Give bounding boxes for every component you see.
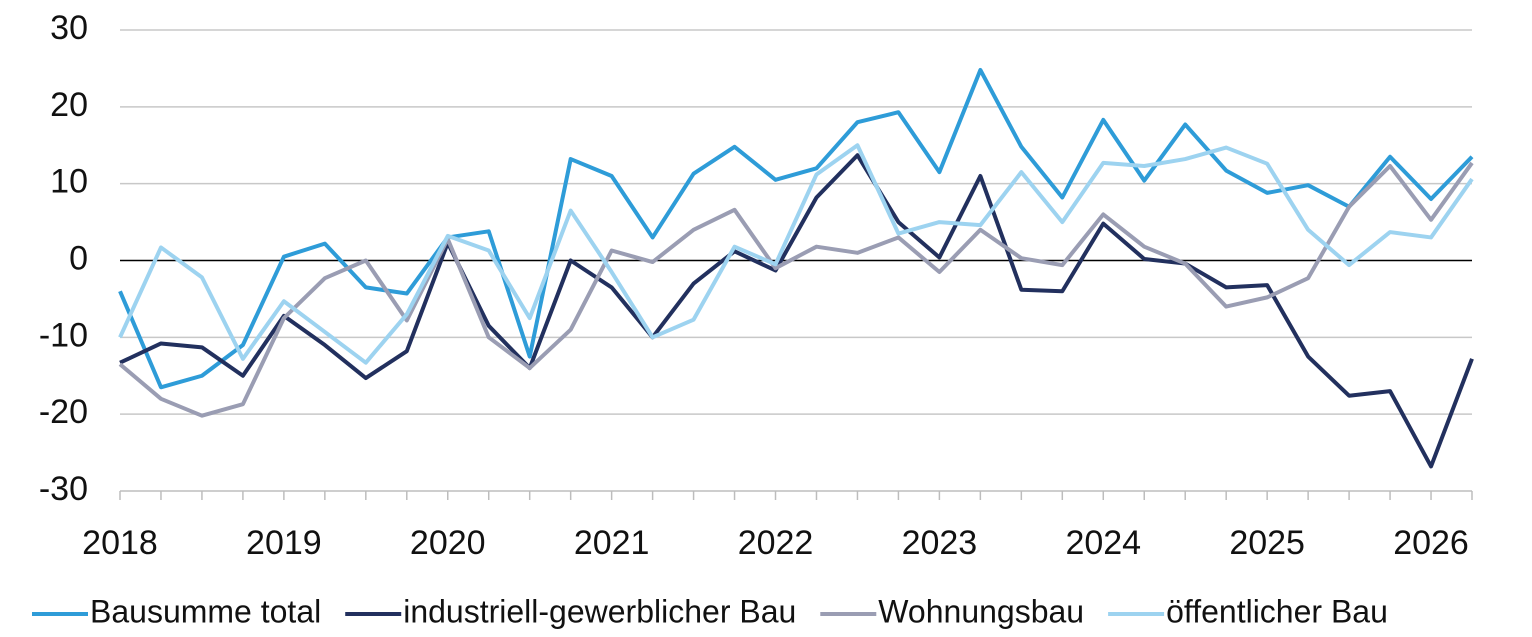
- y-tick-label: 10: [50, 163, 88, 201]
- series-line: [118, 143, 1474, 365]
- y-tick-label: -10: [39, 316, 88, 354]
- x-tick-label: 2021: [574, 524, 650, 562]
- legend-label: öffentlicher Bau: [1166, 593, 1388, 629]
- x-tick-label: 2020: [410, 524, 486, 562]
- series-line: [119, 153, 1474, 469]
- x-tick-label: 2018: [82, 524, 158, 562]
- y-tick-label: 0: [69, 239, 88, 277]
- legend-label: Bausumme total: [90, 593, 321, 629]
- x-tick-label: 2025: [1229, 524, 1305, 562]
- x-tick-label: 2023: [902, 524, 978, 562]
- x-tick-label: 2026: [1393, 524, 1469, 562]
- legend-label: industriell-gewerblicher Bau: [403, 593, 796, 629]
- x-tick-label: 2022: [738, 524, 814, 562]
- y-tick-label: 30: [50, 9, 88, 47]
- y-tick-label: -20: [39, 393, 88, 431]
- series-line: [118, 161, 1474, 418]
- x-tick-label: 2024: [1065, 524, 1141, 562]
- y-tick-label: 20: [50, 86, 88, 124]
- y-tick-label: -30: [39, 470, 88, 508]
- x-tick-label: 2019: [246, 524, 322, 562]
- legend-label: Wohnungsbau: [878, 593, 1084, 629]
- series-line: [118, 67, 1474, 390]
